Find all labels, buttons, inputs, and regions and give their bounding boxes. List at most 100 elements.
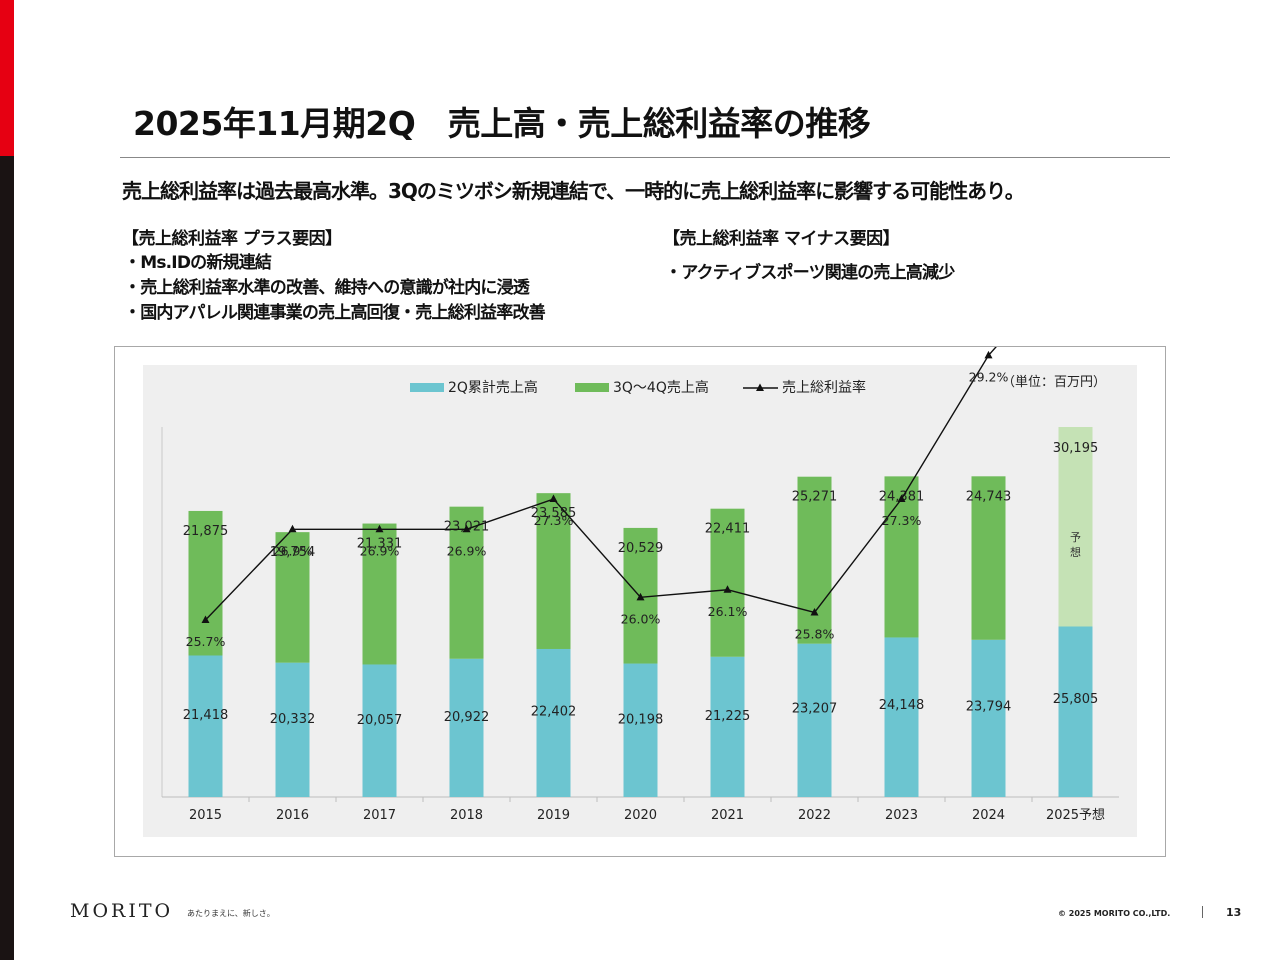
data-label-2q-sales: 20,922 (444, 710, 490, 725)
plus-factor-item: ・Ms.IDの新規連結 (124, 253, 272, 273)
plus-factor-item: ・売上総利益率水準の改善、維持への意識が社内に浸透 (124, 278, 530, 298)
gross-margin-marker (810, 607, 819, 616)
gross-margin-marker (201, 615, 210, 623)
x-tick-label: 2019 (537, 808, 570, 823)
bar-3q-4q-sales (797, 476, 832, 644)
x-tick-label: 2023 (885, 808, 918, 823)
gross-margin-marker (984, 350, 993, 359)
data-label-gross-margin: 25.8% (795, 626, 835, 641)
data-label-gross-margin: 26.9% (447, 543, 487, 558)
data-label-2q-sales: 20,332 (270, 712, 316, 727)
gross-margin-marker (288, 524, 297, 533)
company-logo: MORITO (70, 900, 174, 922)
data-label-gross-margin: 26.0% (621, 611, 661, 626)
bar-2q-cumulative-sales (710, 656, 745, 797)
x-tick-label: 2025予想 (1046, 807, 1105, 823)
data-label-gross-margin: 25.7% (186, 634, 226, 649)
data-label-3q-4q-sales: 21,331 (357, 537, 403, 552)
data-label-2q-sales: 22,402 (531, 705, 577, 720)
data-label-2q-sales: 20,198 (618, 713, 664, 728)
bar-3q-4q-sales (884, 476, 919, 638)
data-label-gross-margin: 26.9% (273, 543, 313, 558)
x-tick-label: 2015 (189, 808, 222, 823)
bar-2q-cumulative-sales (971, 639, 1006, 797)
plus-factor-item: ・国内アパレル関連事業の売上高回復・売上総利益率改善 (124, 303, 546, 323)
minus-factors-list: ・アクティブスポーツ関連の売上高減少 (665, 261, 955, 286)
bar-2q-cumulative-sales (188, 655, 223, 797)
data-label-3q-4q-sales: 21,875 (183, 524, 229, 539)
data-label-2q-sales: 25,805 (1053, 692, 1099, 707)
x-tick-label: 2018 (450, 808, 483, 823)
data-label-gross-margin: 29.2% (969, 369, 1009, 384)
data-label-3q-4q-sales: 24,743 (966, 489, 1012, 504)
bar-2q-cumulative-sales (797, 643, 832, 797)
bar-2q-cumulative-sales (275, 662, 310, 797)
x-tick-label: 2020 (624, 808, 657, 823)
gross-margin-marker (723, 585, 732, 593)
company-tagline: あたりまえに、新しさ。 (187, 909, 275, 918)
bar-3q-4q-sales (275, 532, 310, 663)
legend-swatch-2q-sales (410, 383, 444, 392)
lead-text: 売上総利益率は過去最高水準。3Qのミツボシ新規連結で、一時的に売上総利益率に影響… (122, 179, 1025, 203)
gross-margin-marker (549, 494, 558, 503)
bar-3q-4q-sales (710, 508, 745, 657)
x-tick-label: 2016 (276, 808, 309, 823)
data-label-2q-sales: 24,148 (879, 698, 925, 713)
x-tick-label: 2024 (972, 808, 1005, 823)
bar-3q-4q-sales (362, 523, 397, 665)
bar-3q-4q-sales (188, 510, 223, 656)
copyright: © 2025 MORITO CO.,LTD. (1058, 909, 1171, 918)
data-label-2q-sales: 21,225 (705, 709, 751, 724)
minus-factors-heading: 【売上総利益率 マイナス要因】 (663, 229, 900, 249)
gross-margin-marker (375, 524, 384, 533)
plus-factors-heading: 【売上総利益率 プラス要因】 (122, 229, 342, 249)
bar-2q-cumulative-sales (884, 637, 919, 797)
data-label-3q-4q-sales: 23,585 (531, 506, 577, 521)
minus-factor-item: ・アクティブスポーツ関連の売上高減少 (665, 263, 955, 283)
plus-factors-list: ・Ms.IDの新規連結 ・売上総利益率水準の改善、維持への意識が社内に浸透 ・国… (124, 251, 546, 326)
side-accent-red (0, 0, 14, 156)
gross-margin-marker (462, 524, 471, 533)
bar-3q-4q-sales (1058, 427, 1093, 627)
bar-2q-cumulative-sales (362, 664, 397, 797)
data-label-3q-4q-sales: 22,411 (705, 522, 751, 537)
bar-2q-cumulative-sales (1058, 626, 1093, 797)
side-accent-bar (0, 0, 14, 960)
x-tick-label: 2021 (711, 808, 744, 823)
legend-label-gross-margin: 売上総利益率 (782, 379, 866, 396)
bar-3q-4q-sales (536, 493, 571, 649)
data-label-gross-margin: 26.9% (360, 543, 400, 558)
title-divider (120, 157, 1170, 158)
bar-2q-cumulative-sales (536, 648, 571, 797)
data-label-3q-4q-sales: 19,754 (270, 545, 316, 560)
data-label-gross-margin: 27.3% (534, 513, 574, 528)
data-label-gross-margin: 27.3% (882, 513, 922, 528)
chart-frame: 2015 21,418 21,875 2016 20,332 19,754 2017 20,0… (114, 346, 1166, 857)
legend-marker-gross-margin (756, 383, 764, 391)
legend-swatch-3q-4q-sales (575, 383, 609, 392)
data-label-gross-margin: 26.1% (708, 604, 748, 619)
data-label-3q-4q-sales: 25,271 (792, 490, 838, 505)
bar-2q-cumulative-sales (623, 663, 658, 797)
bar-3q-4q-sales (971, 476, 1006, 640)
data-label-3q-4q-sales: 20,529 (618, 541, 664, 556)
forecast-mark: 想 (1070, 545, 1081, 559)
data-label-2q-sales: 23,794 (966, 700, 1012, 715)
legend-label-2q-sales: 2Q累計売上高 (448, 379, 538, 396)
x-tick-label: 2022 (798, 808, 831, 823)
data-label-2q-sales: 21,418 (183, 708, 229, 723)
unit-note: （単位：百万円） (1002, 374, 1106, 390)
gross-margin-marker (636, 592, 645, 601)
data-label-2q-sales: 23,207 (792, 702, 838, 717)
data-label-2q-sales: 20,057 (357, 713, 403, 728)
x-tick-label: 2017 (363, 808, 396, 823)
bar-2q-cumulative-sales (449, 658, 484, 797)
sales-chart: 2015 21,418 21,875 2016 20,332 19,754 2017 20,0… (143, 347, 1137, 837)
data-label-3q-4q-sales: 30,195 (1053, 441, 1099, 456)
forecast-mark: 予 (1070, 531, 1081, 544)
footer-divider (1202, 906, 1203, 918)
legend-label-3q-4q-sales: 3Q～4Q売上高 (613, 379, 709, 396)
page-number: 13 (1226, 906, 1242, 919)
gross-margin-marker (897, 494, 906, 503)
page-title: 2025年11月期2Q 売上高・売上総利益率の推移 (133, 104, 871, 143)
